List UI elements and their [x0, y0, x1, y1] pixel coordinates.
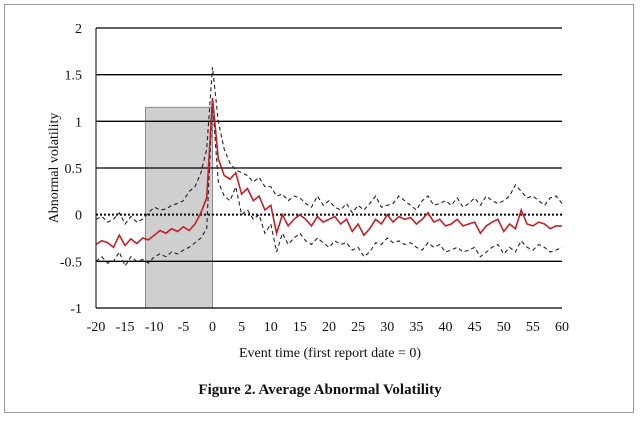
- shaded-region: [145, 106, 213, 309]
- x-tick-label: -10: [145, 320, 164, 335]
- x-tick-label: 40: [439, 320, 453, 335]
- x-tick-label: 55: [526, 320, 540, 335]
- x-tick-label: -5: [178, 320, 190, 335]
- y-tick-label: -0.5: [60, 255, 82, 270]
- x-tick-label: 25: [351, 320, 365, 335]
- figure-frame: [4, 4, 634, 413]
- x-tick-label: 10: [264, 320, 278, 335]
- x-tick-label: -20: [87, 320, 106, 335]
- y-tick-label: 0.5: [65, 162, 83, 177]
- x-tick-label: 50: [497, 320, 511, 335]
- y-tick-label: 2: [75, 22, 82, 37]
- x-tick-label: 30: [380, 320, 394, 335]
- y-tick-label: 1.5: [65, 69, 83, 84]
- x-tick-label: 20: [322, 320, 336, 335]
- x-tick-label: 15: [293, 320, 307, 335]
- y-tick-label: 1: [75, 115, 82, 130]
- x-tick-label: 45: [468, 320, 482, 335]
- y-axis-label: Abnormal volatility: [47, 113, 62, 224]
- series-mean-line: [95, 97, 562, 249]
- x-tick-label: -15: [116, 320, 135, 335]
- x-tick-label: 60: [555, 320, 569, 335]
- x-tick-label: 35: [409, 320, 423, 335]
- x-tick-label: 5: [238, 320, 245, 335]
- y-tick-label: -1: [70, 302, 82, 317]
- y-tick-label: 0: [75, 209, 82, 224]
- x-tick-label: 0: [209, 320, 216, 335]
- x-axis-label: Event time (first report date = 0): [239, 346, 421, 361]
- figure-caption: Figure 2. Average Abnormal Volatility: [198, 382, 442, 398]
- series-upper-band-line: [95, 67, 563, 226]
